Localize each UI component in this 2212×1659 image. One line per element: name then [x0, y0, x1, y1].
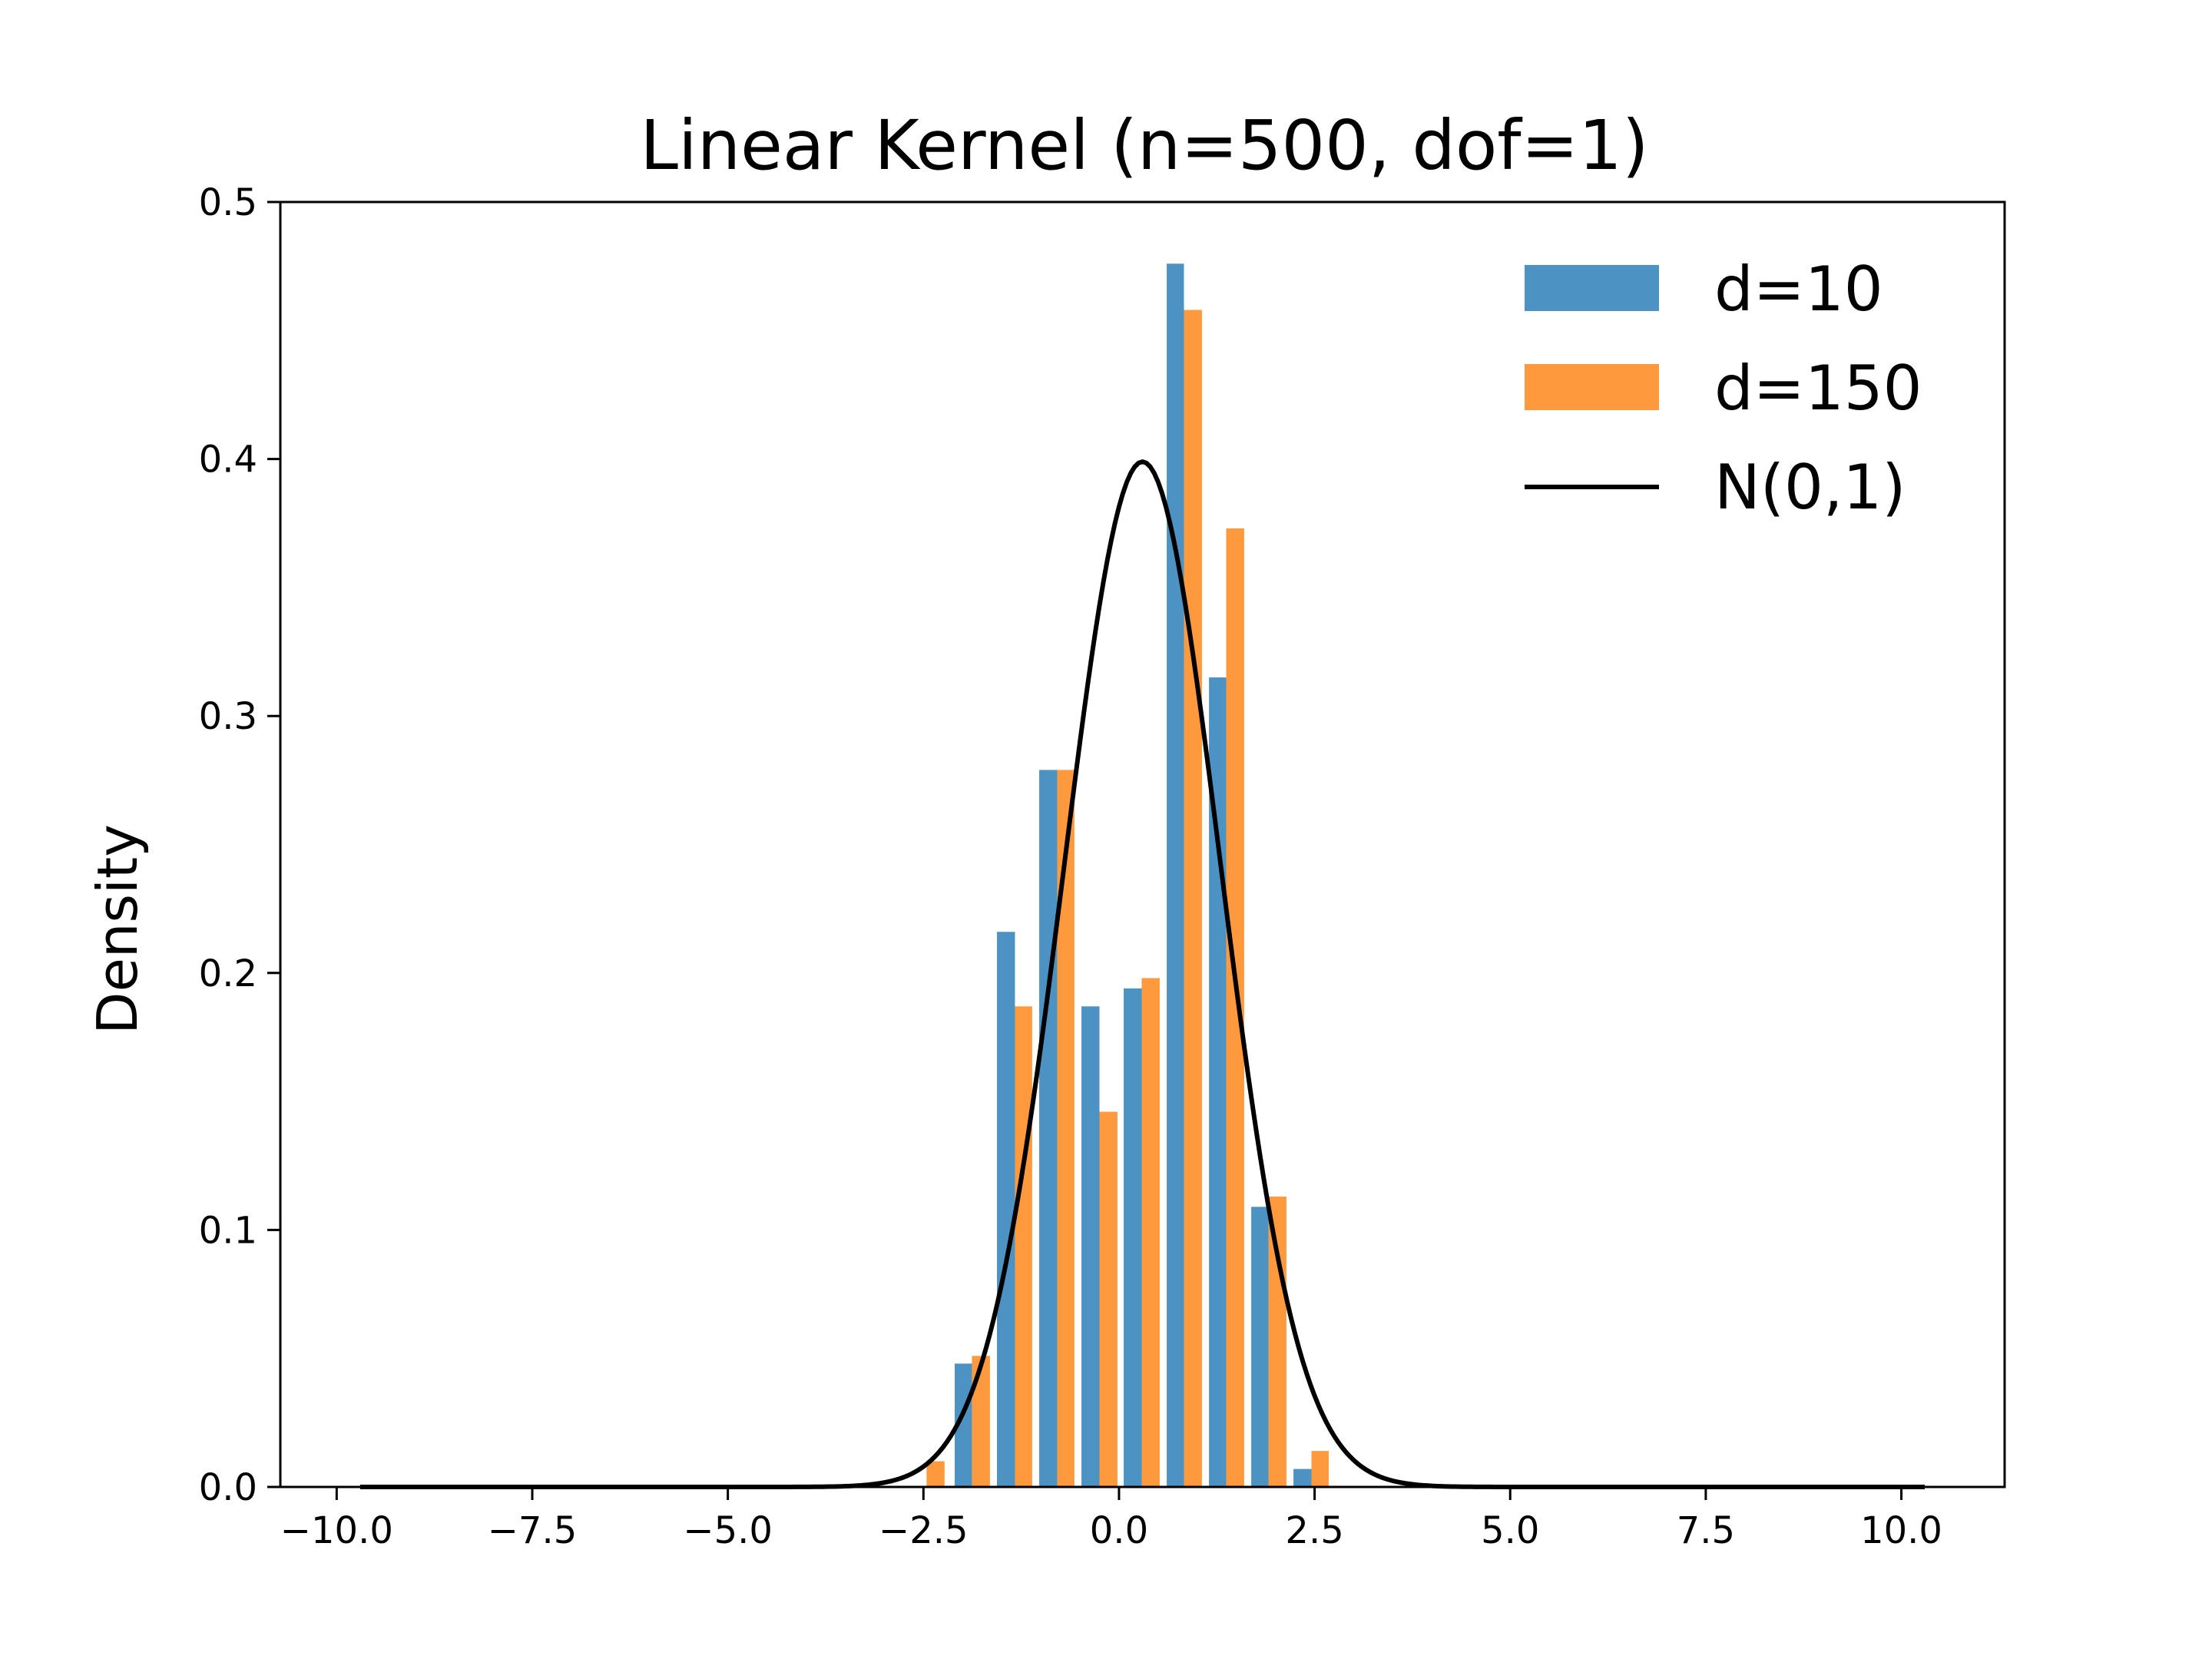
y-tick-label: 0.2: [199, 952, 257, 995]
legend-swatch-d150: [1525, 364, 1659, 410]
y-tick-label: 0.3: [199, 695, 257, 738]
plot-frame: [279, 200, 2006, 1488]
bar-d10-8: [1293, 1469, 1312, 1487]
x-tick-label: −2.5: [879, 1509, 969, 1552]
x-axis-ticks: −10.0 −7.5 −5.0 −2.5 0.0 2.5 5.0 7.5 10.0: [280, 1487, 1942, 1552]
x-tick-label: −5.0: [683, 1509, 773, 1552]
bar-d10-2: [1039, 770, 1058, 1487]
x-tick-label: −7.5: [488, 1509, 578, 1552]
y-axis-ticks: 0.0 0.1 0.2 0.3 0.4 0.5: [199, 181, 280, 1509]
x-tick-label: 0.0: [1090, 1509, 1148, 1552]
bars-layer: [926, 263, 1329, 1488]
x-tick-label: 2.5: [1285, 1509, 1343, 1552]
bar-d10-7: [1251, 1207, 1269, 1487]
bar-d150-8: [1268, 1196, 1286, 1487]
x-tick-label: 10.0: [1860, 1509, 1942, 1552]
y-tick-label: 0.1: [199, 1209, 257, 1252]
bar-d150-2: [1015, 1006, 1032, 1487]
x-tick-label: 7.5: [1677, 1509, 1735, 1552]
bar-d150-0: [926, 1461, 945, 1487]
y-tick-label: 0.4: [199, 439, 257, 482]
bar-d150-7: [1226, 528, 1244, 1487]
bar-d10-1: [997, 932, 1015, 1487]
bar-d150-5: [1141, 978, 1160, 1487]
y-axis-label: Density: [85, 824, 150, 1035]
legend-label-d150: d=150: [1714, 353, 1922, 424]
chart-title: Linear Kernel (n=500, dof=1): [640, 105, 1648, 185]
bar-d150-9: [1311, 1451, 1329, 1487]
bar-d10-3: [1081, 1006, 1100, 1487]
bar-d150-3: [1057, 770, 1075, 1487]
bar-d10-4: [1124, 988, 1142, 1487]
bar-d150-6: [1184, 310, 1202, 1488]
bar-d10-5: [1167, 263, 1184, 1488]
legend-label-d10: d=10: [1714, 253, 1883, 325]
legend: d=10 d=150 N(0,1): [1525, 253, 1922, 523]
bar-d150-4: [1099, 1111, 1118, 1487]
y-tick-label: 0.0: [199, 1466, 257, 1509]
bar-d10-0: [955, 1363, 972, 1487]
legend-swatch-d10: [1525, 265, 1659, 311]
x-tick-label: −10.0: [280, 1509, 393, 1552]
y-tick-label: 0.5: [199, 181, 257, 224]
bar-d150-1: [972, 1356, 990, 1487]
legend-label-normal: N(0,1): [1714, 452, 1906, 523]
x-tick-label: 5.0: [1481, 1509, 1539, 1552]
